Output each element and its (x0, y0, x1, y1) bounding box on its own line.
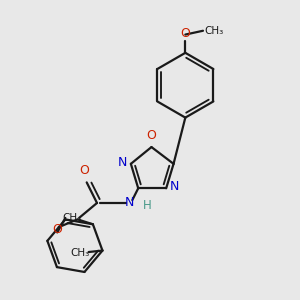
Text: CH₃: CH₃ (71, 248, 90, 259)
Text: N: N (170, 180, 179, 193)
Text: O: O (52, 223, 62, 236)
Text: H: H (142, 199, 152, 212)
Text: O: O (146, 129, 156, 142)
Text: N: N (125, 196, 134, 209)
Text: CH₃: CH₃ (205, 26, 224, 36)
Text: CH₃: CH₃ (62, 213, 81, 224)
Text: O: O (180, 27, 190, 40)
Text: O: O (80, 164, 89, 177)
Text: N: N (118, 156, 127, 169)
